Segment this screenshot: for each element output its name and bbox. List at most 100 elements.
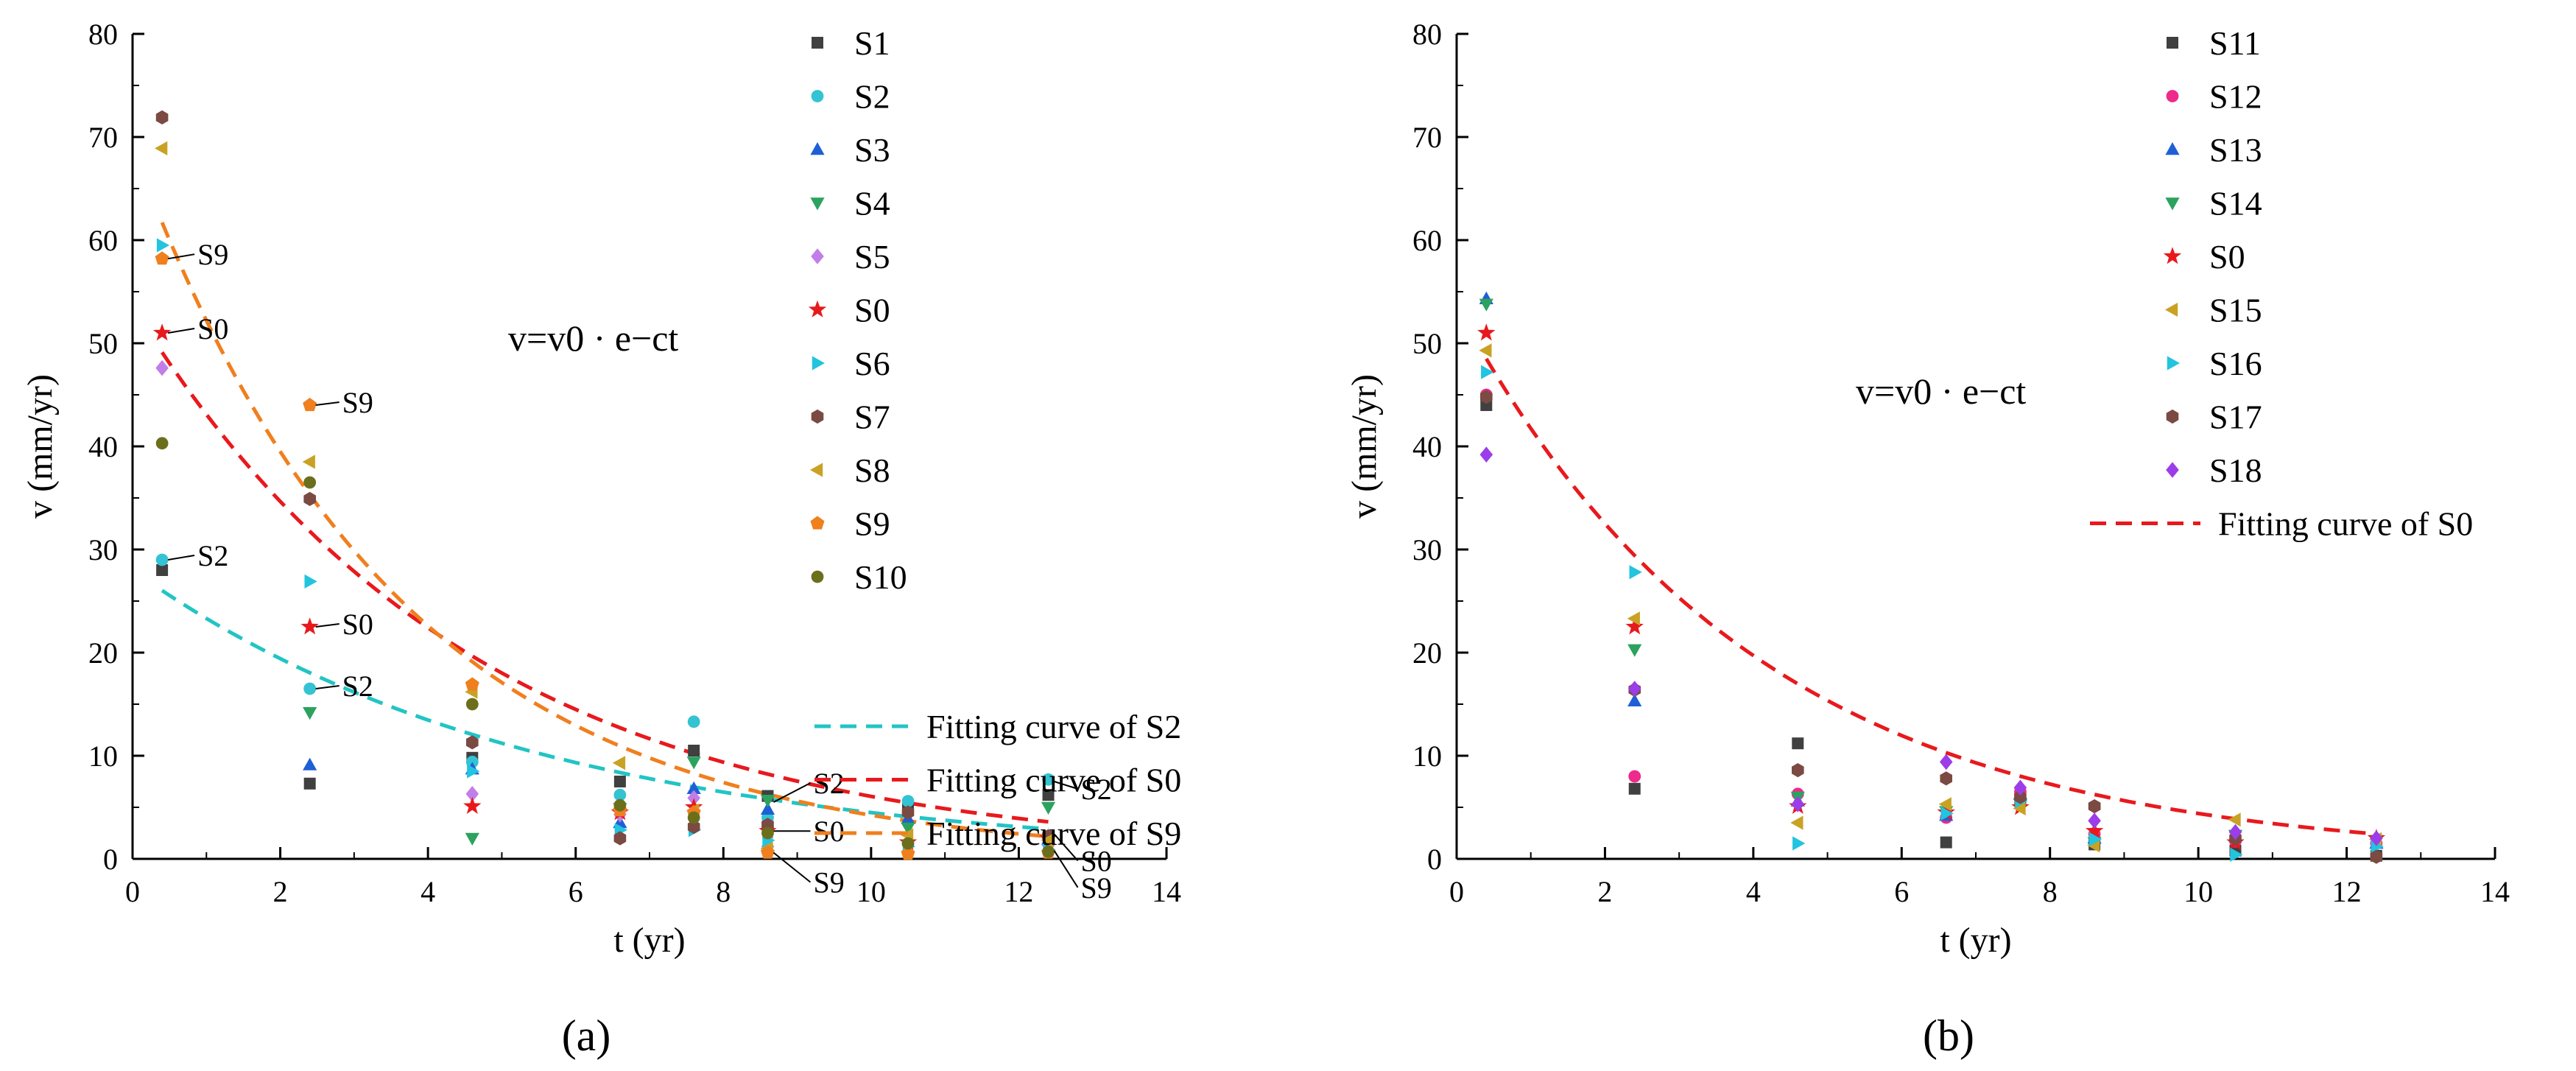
data-point-s9 [760,845,775,859]
data-point-s7 [466,735,479,750]
legend-marker-s17 [2166,409,2179,424]
fit-curve-s0 [161,351,1049,824]
data-point-s18 [2228,824,2242,840]
legend-fit-label: Fitting curve of S2 [926,708,1181,745]
legend-marker-s3 [810,142,825,155]
y-tick-label: 20 [1412,636,1442,670]
y-tick-label: 0 [103,843,118,876]
annotation-leader [1054,781,1078,790]
x-axis-label: t (yr) [613,921,685,960]
data-point-s10 [465,698,479,711]
legend-label: S4 [854,185,890,222]
annotation-leader [1053,850,1079,888]
data-point-s2 [155,553,169,566]
legend-marker-s14 [2165,197,2180,211]
legend-label: S0 [854,292,890,329]
data-point-s18 [1627,681,1641,697]
y-tick-label: 50 [88,327,118,360]
legend-marker-s4 [810,197,825,211]
annotation-leader [315,685,339,689]
legend-label: S7 [854,398,890,436]
fit-curve-s0 [1485,357,2377,836]
y-tick-label: 60 [1412,224,1442,257]
data-point-s15 [1479,343,1492,358]
x-tick-label: 10 [856,875,886,908]
x-tick-label: 4 [1746,875,1761,908]
data-point-s15 [1938,797,1952,812]
y-tick-label: 10 [88,740,118,773]
y-tick-label: 40 [88,430,118,463]
legend-marker-s8 [810,463,823,477]
x-tick-label: 6 [569,875,583,908]
x-tick-label: 6 [1894,875,1909,908]
x-tick-label: 14 [1152,875,1181,908]
annotation-leader [1053,833,1079,862]
fit-equation: v=v0 · e−ct [1856,371,2026,412]
data-point-s8 [155,141,168,155]
data-point-s3 [303,757,317,770]
x-tick-label: 12 [1004,875,1033,908]
data-point-s9 [465,677,479,691]
legend-label: S9 [854,505,890,543]
legend-marker-s15 [2165,302,2178,317]
y-tick-label: 70 [88,121,118,154]
y-tick-label: 60 [88,224,118,257]
data-point-s10 [303,476,317,489]
data-point-s11 [1792,737,1804,750]
legend-marker-s7 [811,409,824,424]
data-point-s1 [688,745,700,756]
legend-marker-s16 [2167,356,2180,371]
legend-label: S3 [854,131,890,169]
annotation-label: S9 [1081,871,1112,905]
data-point-s4 [760,795,775,808]
data-point-s8 [302,454,315,469]
data-point-s16 [2230,847,2243,862]
annotation-label: S0 [342,608,373,641]
fit-equation: v=v0 · e−ct [508,317,678,359]
panel-label: (a) [562,1011,611,1060]
y-tick-label: 30 [1412,533,1442,566]
data-point-s15 [2013,801,2026,815]
legend-fit-label: Fitting curve of S9 [926,815,1181,852]
data-point-s1 [1042,789,1055,801]
y-tick-label: 50 [1412,327,1442,360]
data-point-s2 [1042,773,1055,786]
legend-marker-s5 [811,248,824,264]
annotation-leader [167,555,195,561]
data-point-s4 [901,822,915,835]
data-point-s6 [156,238,170,253]
data-point-s14 [1479,298,1493,312]
data-point-s15 [2228,812,2241,827]
annotation-label: S0 [197,312,228,345]
panel-label: (b) [1923,1011,1974,1060]
x-tick-label: 12 [2332,875,2362,908]
legend-label: S15 [2209,292,2262,329]
data-point-s3 [760,801,775,815]
y-tick-label: 0 [1427,843,1442,876]
annotation-label: S9 [813,866,844,899]
data-point-s7 [303,491,316,506]
annotation-label: S2 [1081,773,1112,806]
annotation-label: S9 [342,386,373,419]
fit-curve-s9 [160,222,1049,839]
data-point-s0 [300,617,319,635]
legend-label: S12 [2209,78,2262,116]
legend-label: S8 [854,452,890,489]
annotation-label: S2 [197,539,228,572]
annotation-leader [167,328,195,334]
annotation-leader [315,623,339,628]
data-point-s10 [613,798,627,812]
legend-label: S14 [2209,185,2262,222]
y-tick-label: 70 [1412,121,1442,154]
data-point-s10 [761,826,774,840]
data-point-s6 [467,764,480,779]
data-point-s0 [2086,821,2104,839]
data-point-s18 [1479,446,1493,463]
data-point-s1 [613,776,626,787]
data-point-s0 [463,796,482,814]
data-point-s13 [1627,693,1642,706]
x-tick-label: 2 [1597,875,1612,908]
data-point-s7 [155,110,169,124]
data-point-s5 [155,359,169,376]
data-point-s18 [2088,812,2101,829]
